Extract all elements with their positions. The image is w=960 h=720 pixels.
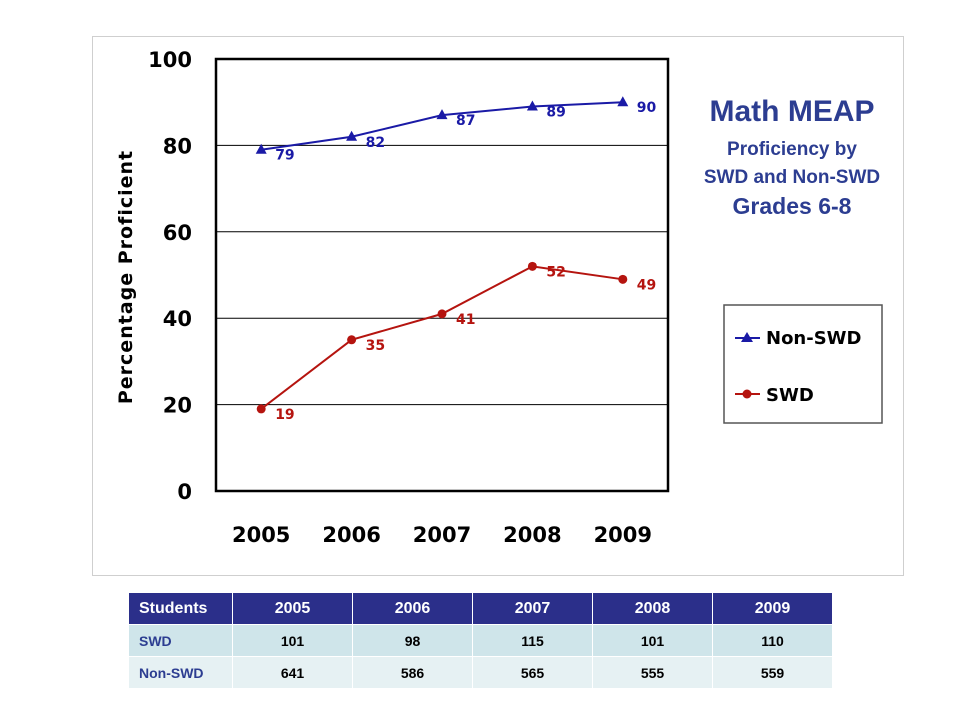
x-tick-label: 2007 [413, 523, 471, 547]
table-header-2007: 2007 [472, 592, 593, 625]
legend-label-non-swd: Non-SWD [766, 328, 861, 349]
y-axis-label: Percentage Proficient [115, 150, 137, 404]
data-point [617, 96, 629, 107]
table-cell: 115 [472, 624, 593, 657]
data-label: 79 [275, 148, 294, 164]
y-tick-label: 100 [148, 48, 192, 72]
data-point [527, 261, 537, 271]
chart-subtitle-line-1: Proficiency by [727, 139, 857, 160]
table-cell: 101 [592, 624, 713, 657]
chart-subtitle-line-3: Grades 6-8 [733, 193, 852, 219]
data-label: 41 [456, 312, 475, 328]
y-tick-label: 60 [163, 221, 192, 245]
table-row: SWD 101 98 115 101 110 [128, 624, 833, 657]
x-axis-ticks: 2005 2006 2007 2008 2009 [232, 523, 652, 547]
data-point [347, 335, 357, 345]
table-cell: 98 [352, 624, 473, 657]
table-header-2009: 2009 [712, 592, 833, 625]
student-count-table: Students 2005 2006 2007 2008 2009 SWD 10… [128, 592, 833, 689]
chart-title-block: Math MEAP Proficiency by SWD and Non-SWD… [704, 95, 880, 219]
x-tick-label: 2005 [232, 523, 290, 547]
data-label: 90 [637, 100, 657, 116]
y-tick-label: 80 [163, 134, 192, 158]
data-point [436, 109, 448, 120]
legend-label-swd: SWD [766, 385, 814, 406]
data-label: 49 [637, 277, 656, 293]
table-header-2008: 2008 [592, 592, 713, 625]
series-layer: 79 82 87 89 90 19 35 41 52 49 [255, 96, 657, 423]
grid-layer [216, 144, 668, 406]
table-cell: 110 [712, 624, 833, 657]
x-tick-label: 2008 [503, 523, 561, 547]
table-header-row: Students 2005 2006 2007 2008 2009 [128, 592, 833, 625]
table-header-2006: 2006 [352, 592, 473, 625]
table-header-students: Students [128, 592, 233, 625]
y-tick-label: 40 [163, 307, 192, 331]
table-cell: 641 [232, 656, 353, 689]
y-tick-label: 20 [163, 394, 192, 418]
table-row: Non-SWD 641 586 565 555 559 [128, 656, 833, 689]
y-axis-ticks: 0 20 40 60 80 100 [148, 48, 192, 504]
data-point [437, 309, 447, 319]
data-label: 87 [456, 113, 475, 129]
data-point [346, 130, 358, 141]
data-point [618, 274, 628, 284]
x-tick-label: 2006 [322, 523, 380, 547]
table-row-label: SWD [128, 624, 233, 657]
series-swd: 19 35 41 52 49 [256, 261, 656, 423]
data-point [256, 404, 266, 414]
data-label: 52 [546, 264, 565, 280]
legend: Non-SWD SWD [723, 304, 883, 424]
table-cell: 559 [712, 656, 833, 689]
data-point [255, 143, 267, 154]
y-tick-label: 0 [177, 480, 192, 504]
series-line [260, 265, 623, 410]
data-label: 19 [275, 407, 294, 423]
series-non-swd: 79 82 87 89 90 [255, 96, 657, 164]
table-cell: 565 [472, 656, 593, 689]
legend-box [723, 304, 883, 424]
legend-marker-non-swd [741, 332, 753, 342]
data-label: 82 [366, 135, 385, 151]
table-cell: 555 [592, 656, 713, 689]
chart-title: Math MEAP [710, 95, 875, 128]
data-label: 89 [546, 105, 565, 121]
table-cell: 586 [352, 656, 473, 689]
chart-subtitle-line-2: SWD and Non-SWD [704, 167, 880, 188]
table-header-2005: 2005 [232, 592, 353, 625]
data-point [526, 100, 538, 111]
line-chart: 0 20 40 60 80 100 2005 2006 2007 2008 2009 Percen… [115, 48, 883, 547]
table-cell: 101 [232, 624, 353, 657]
legend-marker-swd [742, 389, 752, 399]
x-tick-label: 2009 [594, 523, 652, 547]
data-label: 35 [366, 338, 385, 354]
table-row-label: Non-SWD [128, 656, 233, 689]
plot-area [214, 57, 670, 493]
